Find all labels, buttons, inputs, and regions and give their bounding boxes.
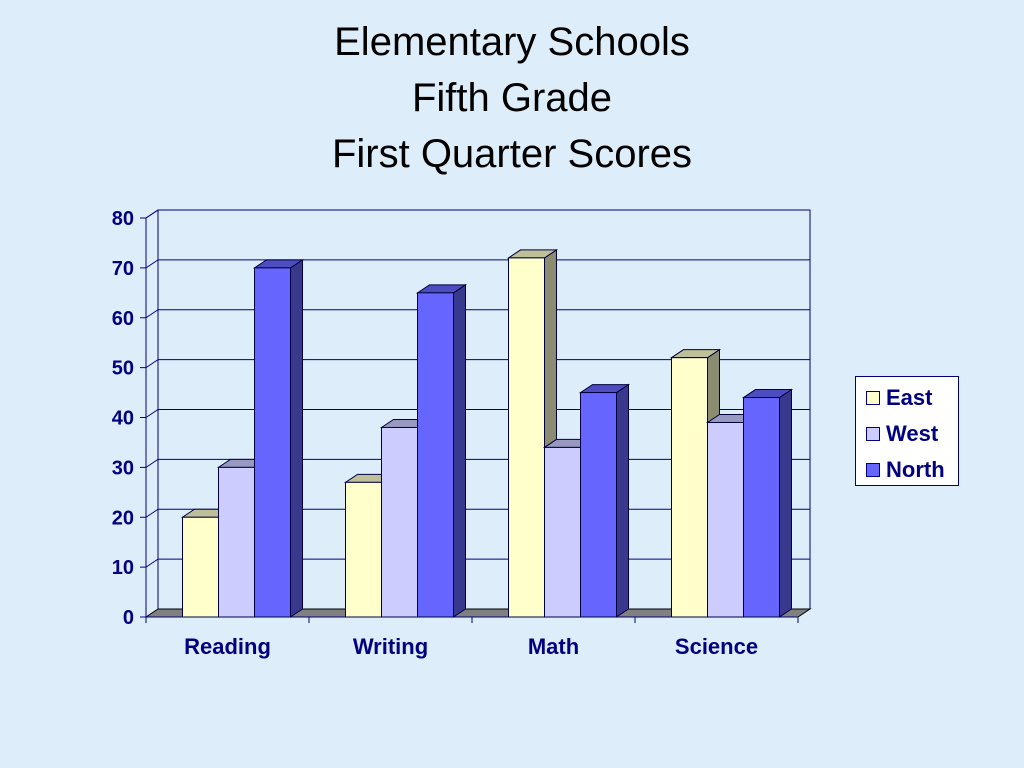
bar-north-writing — [415, 283, 468, 618]
bar-front — [671, 357, 708, 618]
y-tick-label: 60 — [112, 308, 134, 330]
x-category-label: Writing — [353, 634, 428, 659]
y-tick-labels: 0 10 20 30 40 50 60 70 80 — [112, 208, 134, 629]
gridline-side — [145, 309, 159, 319]
title-line-2: Fifth Grade — [411, 76, 613, 120]
gridline-side — [145, 359, 159, 369]
bar-front — [417, 292, 454, 618]
x-tick-labels: Reading Writing Math Science — [184, 634, 758, 659]
bar-side — [779, 388, 792, 618]
title-line-3: First Quarter Scores — [331, 132, 693, 176]
legend-label-east: East — [886, 385, 933, 410]
bar-front — [580, 392, 617, 618]
bar-north-math — [578, 383, 631, 618]
legend-item-east: East — [866, 385, 932, 411]
gridline-side — [145, 558, 159, 568]
legend-item-west: West — [866, 421, 938, 447]
y-tick-label: 80 — [112, 208, 134, 230]
y-tick-label: 30 — [112, 457, 134, 479]
bar-front — [544, 446, 581, 618]
bar-front — [743, 397, 780, 618]
gridline-side — [145, 508, 159, 518]
legend-swatch-west — [866, 427, 880, 441]
chart-title: Elementary Schools Fifth Grade First Qua… — [0, 14, 1024, 182]
legend-label-north: North — [886, 457, 945, 482]
x-category-label: Science — [675, 634, 758, 659]
y-tick-label: 10 — [112, 557, 134, 579]
x-category-label: Reading — [184, 634, 271, 659]
bar-side — [290, 258, 303, 618]
legend-swatch-east — [866, 391, 880, 405]
legend-item-north: North — [866, 457, 945, 483]
y-tick-label: 0 — [123, 607, 134, 629]
y-tick-label: 40 — [112, 408, 134, 430]
y-axis-top-edge — [145, 209, 159, 219]
legend-swatch-north — [866, 463, 880, 477]
bar-front — [182, 516, 219, 618]
bar-front — [218, 466, 255, 618]
bar-front — [381, 426, 418, 618]
bar-north-reading — [252, 258, 305, 618]
bar-front — [345, 481, 382, 618]
bar-east-writing — [343, 473, 396, 618]
gridline-side — [145, 458, 159, 468]
bars — [180, 248, 794, 618]
legend: East West North — [855, 376, 959, 486]
title-line-1: Elementary Schools — [334, 20, 690, 64]
x-category-label: Math — [528, 634, 579, 659]
bar-east-math — [506, 248, 559, 618]
bar-front — [707, 421, 744, 618]
y-tick-label: 70 — [112, 258, 134, 280]
y-tick-label: 20 — [112, 507, 134, 529]
bar-side — [453, 283, 466, 618]
legend-label-west: West — [886, 421, 939, 446]
bar-north-science — [741, 388, 794, 618]
bar-front — [508, 257, 545, 618]
bar-side — [616, 383, 629, 618]
gridline-side — [145, 409, 159, 418]
gridline-side — [145, 259, 159, 269]
y-tick-label: 50 — [112, 358, 134, 380]
bar-front — [254, 267, 291, 618]
